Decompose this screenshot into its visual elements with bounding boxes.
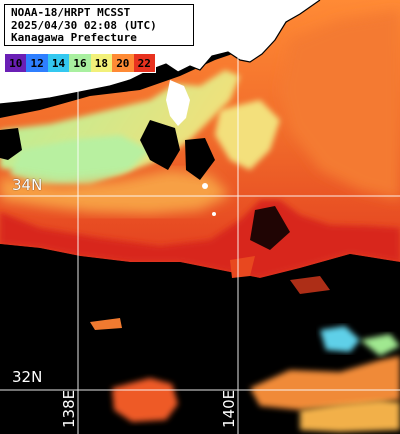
south-warm-patch (112, 378, 178, 422)
lon-label-138e: 138E (60, 389, 78, 428)
scale-cell-16: 16 (69, 54, 91, 72)
lon-label-140e: 140E (220, 389, 238, 428)
lat-label-34n: 34N (12, 176, 43, 194)
scale-cell-10: 10 (5, 54, 27, 72)
scale-cell-18: 18 (90, 54, 113, 72)
scale-cell-22: 22 (133, 54, 155, 72)
kuroshio-band (0, 200, 400, 278)
title-line-datetime: 2025/04/30 02:08 (UTC) (11, 18, 157, 32)
lat-label-32n: 32N (12, 368, 43, 386)
scale-cell-12: 12 (26, 54, 48, 72)
scale-cell-14: 14 (47, 54, 70, 72)
title-line-satellite: NOAA-18/HRPT MCSST (11, 6, 131, 19)
temperature-color-scale: 10 12 14 16 18 20 22 (4, 53, 156, 73)
title-box: NOAA-18/HRPT MCSST 2025/04/30 02:08 (UTC… (4, 4, 194, 46)
land-boso (248, 0, 268, 44)
title-line-region: Kanagawa Prefecture (11, 31, 137, 44)
land-izu (166, 80, 190, 126)
scale-cell-20: 20 (112, 54, 134, 72)
